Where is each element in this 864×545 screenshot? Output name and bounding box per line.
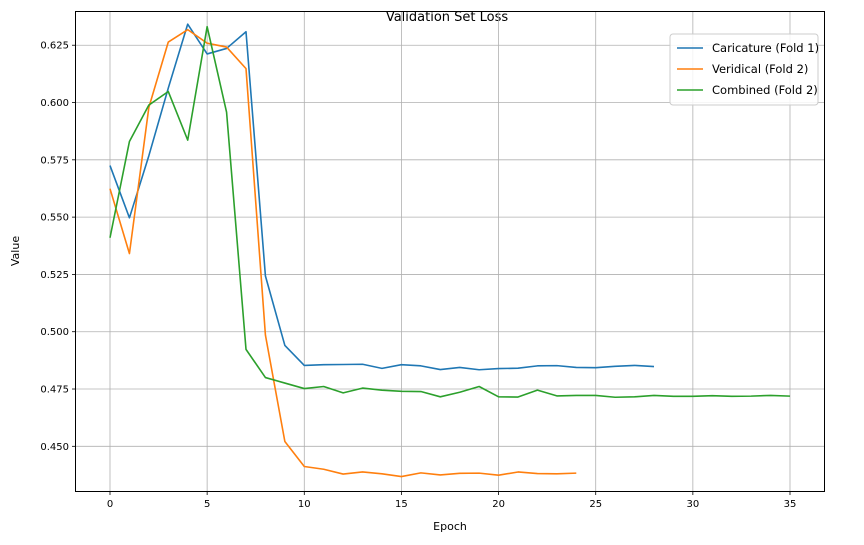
y-axis: 0.450 0.475 0.500 0.525 0.550 0.575 0.600 0.625 — [40, 41, 76, 453]
x-tick-label: 25 — [589, 499, 602, 510]
y-tick-label: 0.550 — [40, 213, 69, 224]
y-tick-label: 0.625 — [40, 41, 69, 52]
y-axis-label: Value — [9, 236, 22, 266]
x-tick-label: 10 — [298, 499, 311, 510]
series-line-2 — [109, 28, 577, 478]
y-tick-label: 0.525 — [40, 270, 69, 281]
x-tick-label: 15 — [395, 499, 408, 510]
plot-frame — [75, 11, 825, 492]
y-tick-label: 0.600 — [40, 98, 69, 109]
x-axis-label: Epoch — [433, 520, 467, 533]
y-tick-label: 0.500 — [40, 327, 69, 338]
series-lines — [109, 23, 791, 478]
x-tick-label: 30 — [686, 499, 699, 510]
legend-label: Combined (Fold 2) — [712, 83, 818, 97]
x-tick-label: 35 — [784, 499, 797, 510]
series-line-1 — [109, 23, 655, 371]
y-tick-label: 0.450 — [40, 442, 69, 453]
y-tick-label: 0.475 — [40, 385, 69, 396]
legend-box — [669, 33, 819, 106]
series-line-3 — [109, 25, 791, 399]
legend: Caricature (Fold 1) Veridical (Fold 2) Com… — [669, 33, 819, 106]
legend-label: Caricature (Fold 1) — [712, 41, 819, 55]
x-axis: 0 5 10 15 20 25 30 35 — [107, 491, 797, 510]
legend-label: Veridical (Fold 2) — [712, 62, 808, 76]
x-tick-label: 20 — [492, 499, 505, 510]
y-tick-label: 0.575 — [40, 155, 69, 166]
x-tick-label: 5 — [204, 499, 210, 510]
chart-title: Validation Set Loss — [386, 10, 509, 25]
x-tick-label: 0 — [107, 499, 113, 510]
